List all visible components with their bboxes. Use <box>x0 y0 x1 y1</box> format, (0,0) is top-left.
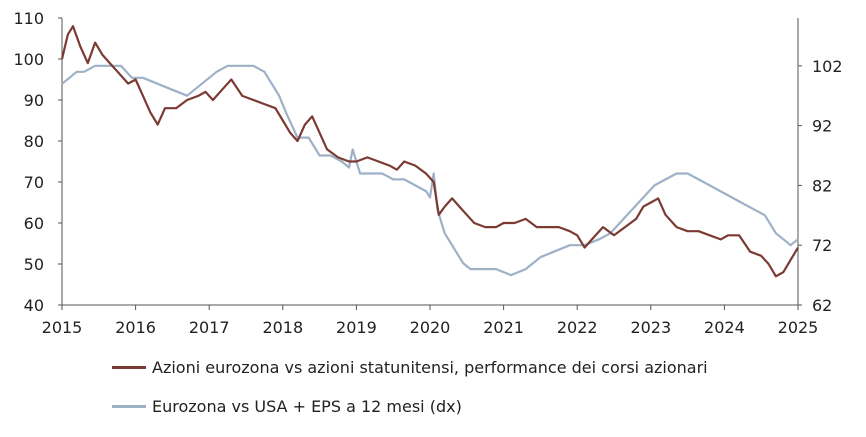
x-tick-label-2: 2017 <box>189 318 230 337</box>
y-right-tick-label-4: 102 <box>812 57 843 76</box>
y-right-tick-label-0: 62 <box>812 296 832 315</box>
y-left-tick-label-0: 40 <box>24 296 44 315</box>
x-tick-label-9: 2024 <box>704 318 745 337</box>
y-right-tick-label-3: 92 <box>812 117 832 136</box>
series-line-2 <box>61 64 799 277</box>
y-left-tick-label-7: 110 <box>13 9 44 28</box>
legend-item-1: Azioni eurozona vs azioni statunitensi, … <box>112 358 708 377</box>
y-right-tick-label-2: 82 <box>812 176 832 195</box>
y-left-tick-label-3: 70 <box>24 173 44 192</box>
y-left-tick-label-2: 60 <box>24 214 44 233</box>
legend-swatch-1 <box>112 366 146 369</box>
series-line-1 <box>60 25 799 278</box>
legend-item-2: Eurozona vs USA + EPS a 12 mesi (dx) <box>112 397 462 416</box>
x-tick-label-4: 2019 <box>336 318 377 337</box>
y-left-tick-label-6: 100 <box>13 50 44 69</box>
x-tick-label-8: 2023 <box>630 318 671 337</box>
x-tick-label-7: 2022 <box>557 318 598 337</box>
x-tick-label-0: 2015 <box>42 318 83 337</box>
x-tick-label-5: 2020 <box>410 318 451 337</box>
x-tick-label-3: 2018 <box>262 318 303 337</box>
y-left-tick-label-1: 50 <box>24 255 44 274</box>
legend-swatch-2 <box>112 405 146 408</box>
x-tick-label-10: 2025 <box>778 318 819 337</box>
y-right-tick-label-1: 72 <box>812 236 832 255</box>
legend-label-2: Eurozona vs USA + EPS a 12 mesi (dx) <box>152 397 462 416</box>
legend-label-1: Azioni eurozona vs azioni statunitensi, … <box>152 358 708 377</box>
y-left-tick-label-4: 80 <box>24 132 44 151</box>
x-tick-label-6: 2021 <box>483 318 524 337</box>
y-left-tick-label-5: 90 <box>24 91 44 110</box>
x-tick-label-1: 2016 <box>115 318 156 337</box>
